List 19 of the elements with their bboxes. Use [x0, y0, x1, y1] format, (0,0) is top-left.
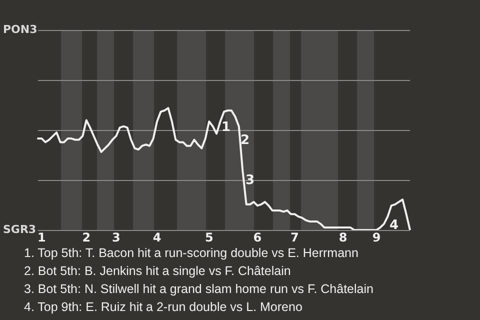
x-tick-label: 2 — [82, 230, 91, 244]
annotation: 2 — [240, 133, 250, 148]
text: 1. Top 5th: T. Bacon hit a run-scoring double vs E. Herrmann — [24, 245, 360, 262]
text: 3. Bot 5th: N. Stilwell hit a grand slam home run vs F. Châtelain — [24, 281, 374, 298]
text: 4. Top 9th: E. Ruiz hit a 2-run double vs L. Moreno — [24, 299, 304, 316]
x-tick-label: 9 — [372, 230, 381, 244]
text: SGR3 — [3, 223, 36, 236]
annotation: 1 — [221, 120, 231, 135]
x-tick-label: 1 — [38, 230, 46, 244]
x-tick-label: 4 — [152, 230, 162, 244]
x-tick-label: 5 — [204, 230, 214, 244]
x-tick-label: 3 — [112, 230, 120, 244]
text: PON3 — [3, 23, 38, 36]
x-tick-label: 6 — [253, 230, 262, 244]
x-tick-label: 8 — [338, 230, 348, 244]
text: 2. Bot 5th: B. Jenkins hit a single vs F. Châtelain — [24, 263, 292, 280]
x-tick-label: 7 — [290, 230, 299, 244]
annotation: 3 — [245, 173, 255, 188]
annotation: 4 — [389, 218, 399, 233]
